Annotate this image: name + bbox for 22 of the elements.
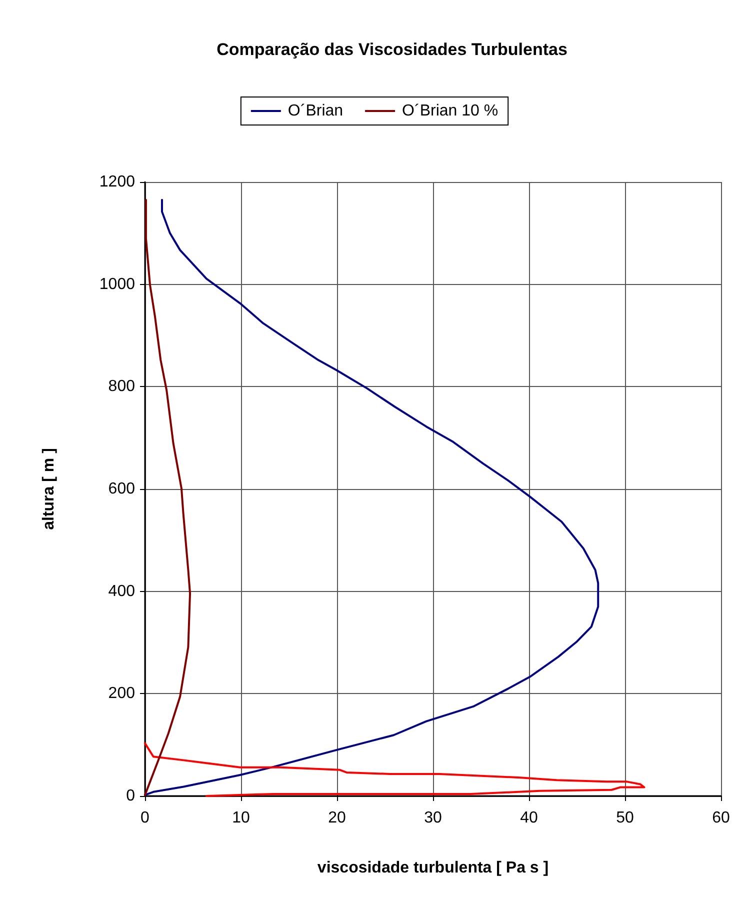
line-series bbox=[144, 198, 600, 796]
line-series bbox=[144, 742, 646, 797]
y-tick-label: 1200 bbox=[99, 174, 136, 190]
y-tick-label: 1000 bbox=[99, 276, 136, 293]
x-tick-label: 30 bbox=[424, 810, 442, 826]
legend-label: O´Brian bbox=[288, 102, 344, 120]
x-tick-label: 50 bbox=[616, 810, 634, 826]
x-axis-title: viscosidade turbulenta [ Pa s ] bbox=[317, 860, 549, 876]
x-tick-label: 0 bbox=[140, 810, 150, 826]
line-series bbox=[144, 198, 192, 796]
chart-title: Comparação das Viscosidades Turbulentas bbox=[216, 40, 568, 59]
y-tick-label: 800 bbox=[108, 378, 136, 396]
x-tick-label: 60 bbox=[712, 810, 730, 826]
y-axis-title: altura [ m ] bbox=[40, 448, 58, 530]
y-tick-label: 200 bbox=[108, 685, 136, 702]
y-tick-label: 400 bbox=[108, 582, 136, 600]
legend-label: O´Brian 10 % bbox=[402, 102, 498, 120]
x-tick-label: 10 bbox=[232, 810, 250, 826]
y-tick-label: 0 bbox=[126, 788, 136, 804]
y-tick-label: 600 bbox=[108, 480, 136, 498]
x-tick-label: 40 bbox=[520, 810, 538, 826]
x-tick-label: 20 bbox=[328, 810, 346, 826]
